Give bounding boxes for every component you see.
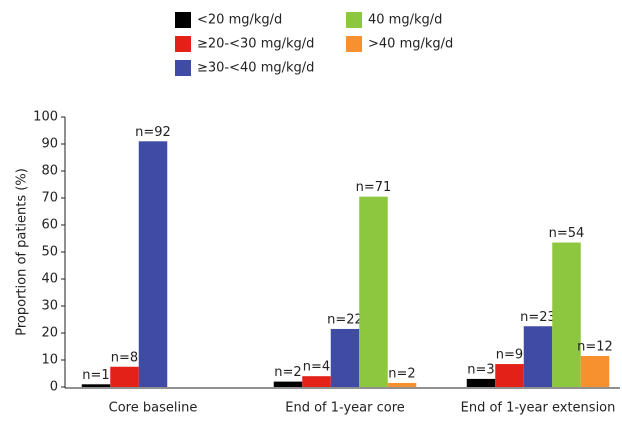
data-label: n=23 <box>520 310 556 325</box>
legend-swatch <box>175 12 191 28</box>
data-label: n=71 <box>356 180 392 195</box>
data-label: n=8 <box>111 350 138 365</box>
legend-swatch <box>175 36 191 52</box>
y-tick-label: 70 <box>41 191 58 206</box>
x-tick-label: Core baseline <box>109 401 198 416</box>
bar <box>81 384 111 387</box>
data-label: n=3 <box>467 362 494 377</box>
data-label: n=22 <box>327 312 363 327</box>
y-tick-label: 50 <box>41 245 58 260</box>
bar <box>552 242 581 387</box>
y-tick-label: 0 <box>50 380 58 395</box>
x-tick-label: End of 1-year extension <box>461 401 616 416</box>
data-label: n=4 <box>303 360 330 375</box>
y-tick-label: 40 <box>41 272 58 287</box>
bar <box>580 355 610 387</box>
data-label: n=2 <box>388 366 415 381</box>
legend-label: ≥20-<30 mg/kg/d <box>197 37 314 52</box>
data-label: n=12 <box>577 339 613 354</box>
data-label: n=92 <box>135 125 171 140</box>
bar <box>138 141 168 387</box>
legend-label: 40 mg/kg/d <box>368 13 442 28</box>
x-tick-label: End of 1-year core <box>285 401 405 416</box>
y-tick-label: 10 <box>41 353 58 368</box>
legend-swatch <box>346 12 362 28</box>
bar <box>466 378 496 387</box>
y-tick-label: 60 <box>41 218 58 233</box>
y-tick-label: 20 <box>41 326 58 341</box>
data-label: n=9 <box>496 348 523 363</box>
y-tick-label: 90 <box>41 137 58 152</box>
bar <box>110 366 139 387</box>
bar <box>330 328 360 387</box>
bar <box>495 364 524 387</box>
bar <box>387 382 417 387</box>
legend-label: ≥30-<40 mg/kg/d <box>197 61 314 76</box>
y-axis-label: Proportion of patients (%) <box>15 168 30 336</box>
data-label: n=54 <box>549 226 585 241</box>
y-tick-label: 100 <box>33 110 58 125</box>
data-label: n=2 <box>274 365 301 380</box>
bar <box>359 196 388 387</box>
legend-swatch <box>346 36 362 52</box>
bar <box>523 326 553 387</box>
legend-swatch <box>175 60 191 76</box>
bar <box>273 381 303 387</box>
y-tick-label: 30 <box>41 299 58 314</box>
legend-label: >40 mg/kg/d <box>368 37 453 52</box>
data-label: n=1 <box>82 368 109 383</box>
legend-label: <20 mg/kg/d <box>197 13 282 28</box>
bar <box>302 376 331 387</box>
y-tick-label: 80 <box>41 164 58 179</box>
